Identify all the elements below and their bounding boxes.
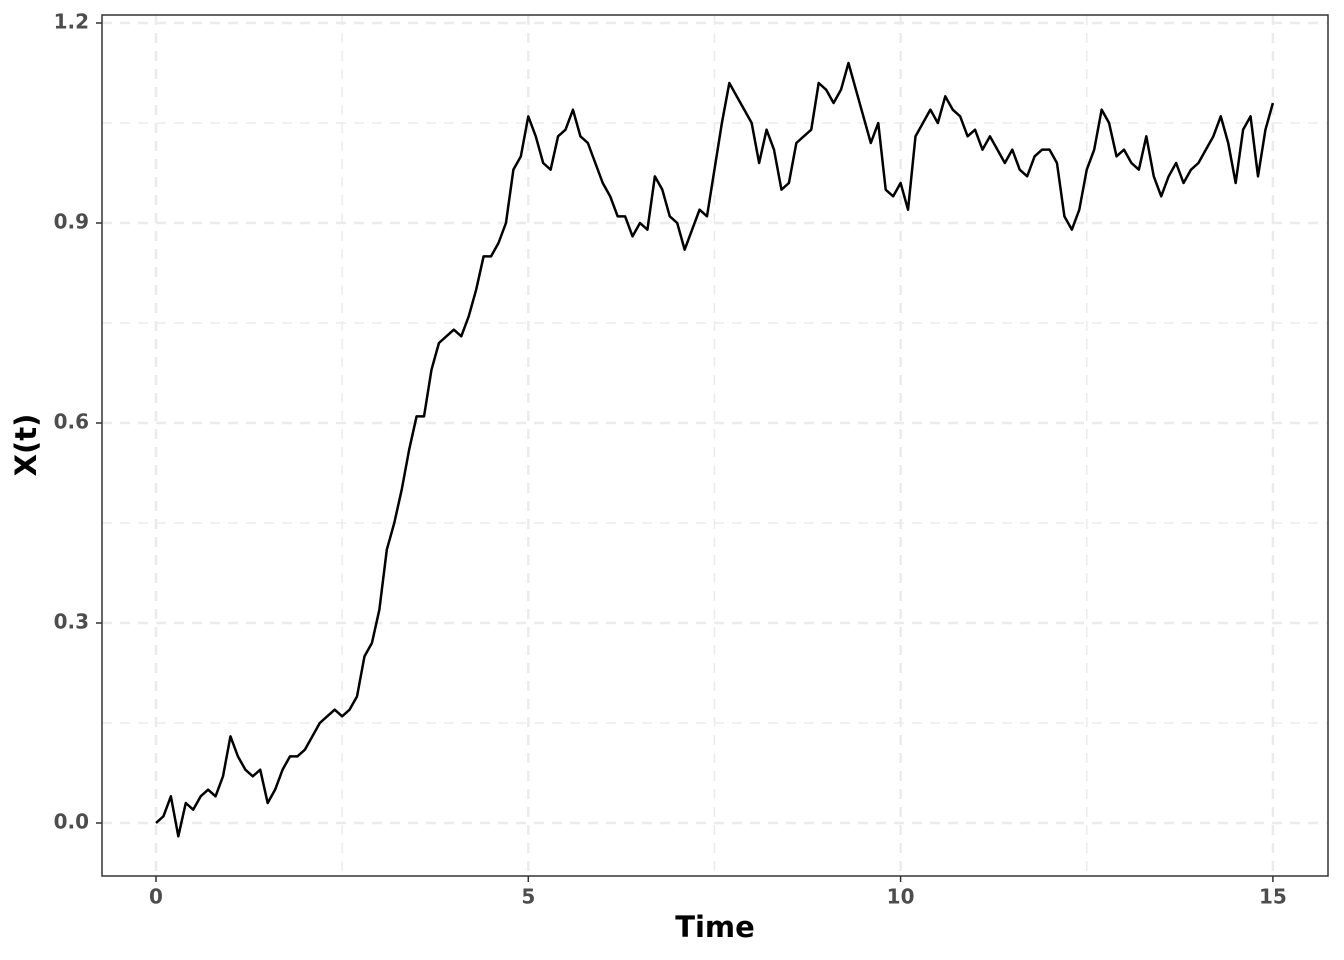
y-tick-label: 1.2: [54, 10, 89, 34]
data-line: [155, 61, 1275, 838]
y-tick-label: 0.3: [54, 610, 89, 634]
x-tick-label: 15: [1259, 885, 1287, 909]
x-axis-title: Time: [675, 910, 755, 944]
y-tick-label: 0.0: [54, 810, 89, 834]
y-axis-title: X(t): [9, 414, 43, 477]
x-tick-label: 5: [521, 885, 535, 909]
y-tick-label: 0.9: [54, 210, 89, 234]
panel-border: [101, 14, 1329, 877]
x-tick-label: 10: [887, 885, 915, 909]
x-tick-label: 0: [149, 885, 163, 909]
y-tick-label: 0.6: [54, 410, 89, 434]
